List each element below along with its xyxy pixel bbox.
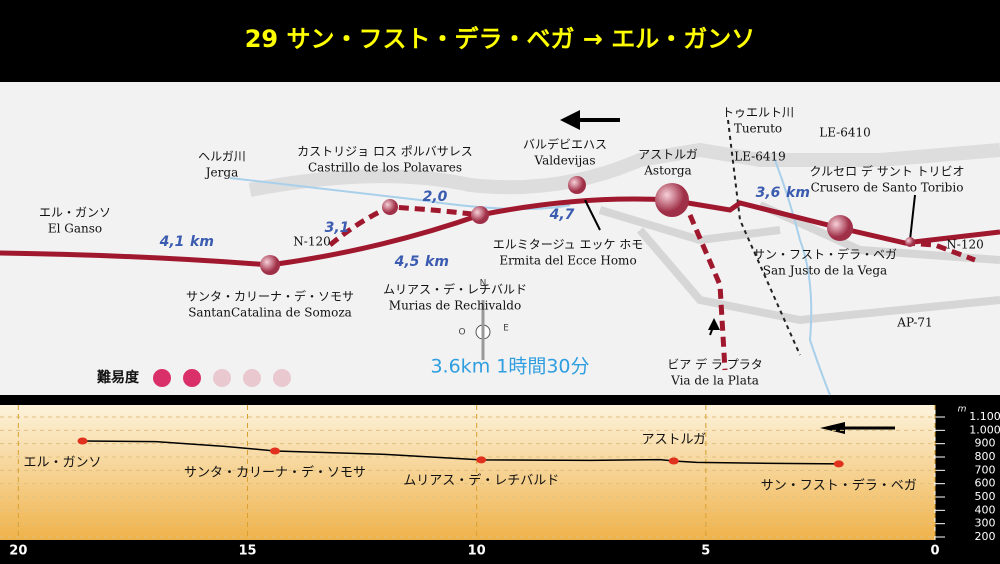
place-name-es: Valdevijas	[534, 154, 596, 168]
place-name-es: El Ganso	[48, 222, 102, 236]
title: 29 サン・フスト・デラ・ベガ → エル・ガンソ	[245, 25, 756, 53]
y-tick-label: 300	[975, 517, 996, 530]
town-label: サン・フスト・デラ・ベガ	[761, 477, 917, 493]
y-tick-label: 900	[975, 437, 996, 450]
x-tick-label: 15	[238, 544, 256, 559]
place-name-es: Crusero de Santo Toribio	[811, 181, 964, 195]
distance: 4,7	[549, 207, 575, 223]
town-point	[668, 457, 679, 465]
y-tick-label: 700	[975, 463, 996, 476]
y-unit: m	[958, 405, 967, 415]
distance-unit: km	[190, 234, 214, 250]
place-name-ja: バルデビエハス	[523, 137, 607, 152]
x-tick-label: 0	[930, 544, 939, 559]
town-label: アストルガ	[641, 433, 706, 448]
x-tick-label: 5	[701, 544, 710, 559]
y-tick-label: 600	[975, 477, 996, 490]
place-name-ja: クルセロ デ サント トリビオ	[809, 164, 964, 179]
y-tick-label: 500	[975, 490, 996, 503]
difficulty: 難易度	[97, 369, 140, 386]
distance-unit: km	[425, 254, 449, 270]
place-name-ja: エル・ガンソ	[39, 206, 111, 220]
distance-unit: km	[786, 185, 810, 201]
y-tick-label: 400	[975, 503, 996, 516]
x-tick-label: 10	[468, 544, 486, 559]
place-name-es: Tueruto	[734, 122, 782, 136]
distance: 2,0	[423, 189, 448, 205]
town-label: エル・ガンソ	[23, 456, 101, 471]
time: 3.6km 1時間30分	[430, 356, 589, 378]
place-name-es: Jerga	[204, 166, 238, 180]
place-name-ja: ビア デ ラ プラタ	[667, 357, 762, 372]
compass-letter: E	[503, 324, 509, 334]
towns	[260, 176, 915, 275]
compass	[475, 300, 491, 360]
distance: 4,5	[394, 254, 420, 270]
place-name-es: Murias de Rechivaldo	[389, 299, 521, 313]
arrow	[560, 110, 580, 130]
place-name-ja: サン・フスト・デラ・ベガ	[753, 247, 897, 262]
town-label: サンタ・カリーナ・デ・ソモサ	[184, 465, 366, 481]
road-label: N-120	[293, 235, 330, 249]
distance: 4,1	[159, 234, 185, 250]
town-label: ムリアス・デ・レチバルド	[403, 472, 559, 488]
arrow	[820, 422, 845, 434]
road-label: LE-6410	[819, 126, 871, 140]
town-point	[833, 460, 844, 468]
place-name-ja: サンタ・カリーナ・デ・ソモサ	[186, 289, 354, 304]
distance: 3,1	[325, 220, 350, 236]
place-name-es: Castrillo de los Polavares	[308, 161, 462, 175]
place-name-ja: ムリアス・デ・レチバルド	[383, 282, 527, 297]
place-name-es: San Justo de la Vega	[763, 264, 887, 278]
elevation-line	[82, 440, 839, 465]
town-point	[270, 447, 280, 455]
place-name-es: Astorga	[643, 164, 691, 178]
place-name-es: Ermita del Ecce Homo	[499, 254, 636, 268]
arrow	[708, 318, 720, 330]
compass-letter: O	[458, 328, 465, 338]
place-name-es: Via de la Plata	[670, 374, 759, 388]
town-point	[476, 456, 487, 464]
road-label: N-120	[946, 238, 983, 252]
y-tick-label: 1.000	[969, 423, 1000, 436]
title-bar	[0, 0, 1000, 80]
y-tick-label: 1.100	[969, 410, 1000, 423]
x-tick-label: 20	[9, 544, 27, 559]
town-point	[77, 437, 88, 445]
profile-bg	[0, 405, 935, 540]
y-tick-label: 800	[975, 450, 996, 463]
distance: 3,6	[756, 185, 781, 201]
place-name-ja: トゥエルト川	[722, 106, 794, 120]
place-name-es: SantanCatalina de Somoza	[188, 306, 352, 320]
place-name-ja: エルミタージュ エッケ ホモ	[493, 238, 644, 252]
y-tick-label: 200	[975, 530, 996, 543]
compass-letter: N	[480, 279, 487, 289]
place-name-ja: アストルガ	[638, 148, 698, 162]
place-name-ja: ヘルガ川	[198, 150, 246, 164]
difficulty-icons	[153, 369, 291, 387]
road-label: AP-71	[896, 316, 932, 330]
place-name-ja: カストリジョ ロス ポルバサレス	[297, 145, 473, 159]
road-label: LE-6419	[734, 150, 786, 164]
